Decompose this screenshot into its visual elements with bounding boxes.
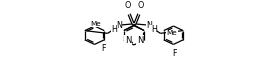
Text: Me: Me (166, 30, 177, 36)
Text: N: N (125, 36, 131, 45)
Text: O: O (124, 1, 131, 10)
Text: N: N (146, 21, 152, 30)
Text: H: H (151, 25, 157, 34)
Text: F: F (172, 49, 177, 58)
Text: N: N (116, 21, 122, 30)
Text: H: H (111, 25, 117, 34)
Text: N: N (137, 36, 143, 45)
Text: F: F (101, 45, 106, 53)
Text: O: O (137, 1, 144, 10)
Text: Me: Me (91, 21, 102, 27)
